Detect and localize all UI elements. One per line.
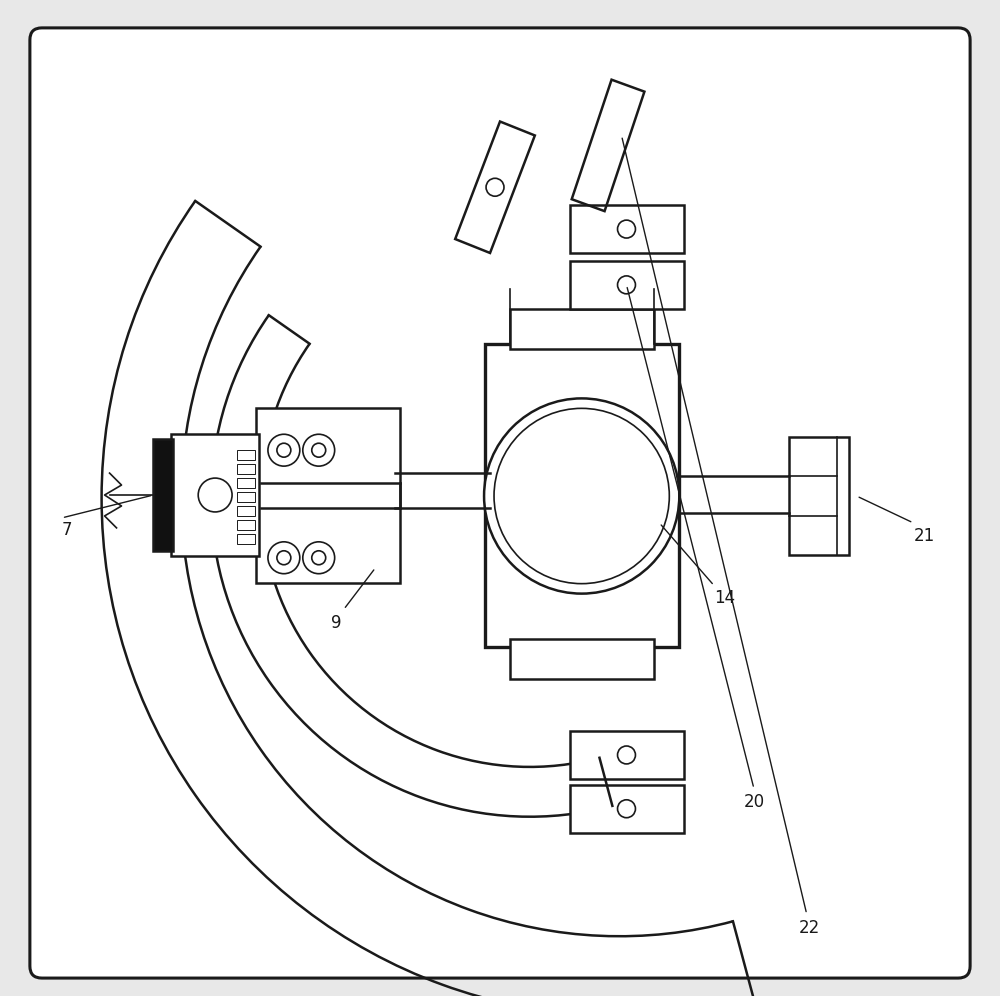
Text: 14: 14 (714, 589, 735, 607)
Bar (510, 309, 654, 349)
Circle shape (268, 434, 300, 466)
Bar (237, 520, 255, 530)
Bar (570, 205, 684, 253)
Circle shape (618, 220, 635, 238)
Bar (237, 478, 255, 488)
Bar (237, 506, 255, 516)
Circle shape (618, 276, 635, 294)
Bar (237, 464, 255, 474)
Text: 21: 21 (913, 527, 935, 545)
Bar (237, 534, 255, 544)
Text: 7: 7 (62, 521, 72, 539)
Circle shape (486, 178, 504, 196)
Circle shape (484, 398, 679, 594)
Bar (171, 434, 259, 556)
Circle shape (312, 443, 326, 457)
Bar (570, 261, 684, 309)
Circle shape (303, 434, 335, 466)
Bar (485, 344, 679, 647)
Bar (237, 450, 255, 460)
Circle shape (277, 443, 291, 457)
Circle shape (277, 551, 291, 565)
Circle shape (312, 551, 326, 565)
Text: 9: 9 (331, 614, 341, 631)
Bar (570, 731, 684, 779)
Text: 20: 20 (744, 793, 765, 811)
Text: 22: 22 (799, 919, 820, 937)
Bar (153, 439, 173, 551)
FancyBboxPatch shape (30, 28, 970, 978)
Circle shape (618, 746, 635, 764)
Bar (510, 639, 654, 679)
Bar (570, 785, 684, 833)
Circle shape (303, 542, 335, 574)
Bar (256, 408, 400, 583)
Circle shape (268, 542, 300, 574)
Circle shape (494, 408, 669, 584)
Circle shape (618, 800, 635, 818)
Bar (237, 492, 255, 502)
Circle shape (198, 478, 232, 512)
Bar (789, 437, 849, 555)
